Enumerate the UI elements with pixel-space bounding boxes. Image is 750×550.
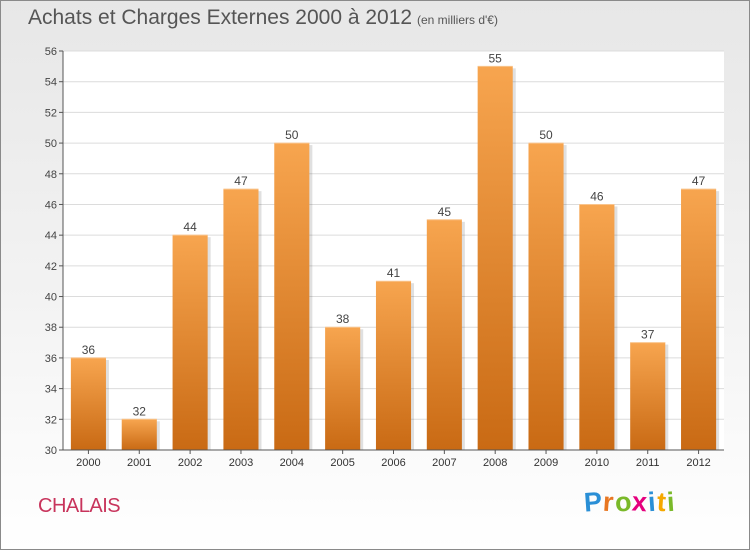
bar (70, 357, 106, 450)
x-tick-label: 2004 (280, 457, 304, 469)
data-label: 50 (285, 128, 299, 142)
bar (274, 143, 310, 451)
y-tick-label: 48 (45, 169, 57, 181)
y-tick-label: 50 (45, 138, 57, 150)
bar (426, 219, 462, 450)
y-tick-label: 56 (45, 46, 57, 58)
y-tick-label: 34 (45, 384, 57, 396)
x-tick-label: 2008 (483, 457, 507, 469)
y-tick-label: 44 (45, 230, 57, 242)
bar (325, 327, 361, 450)
x-tick-label: 2006 (381, 457, 405, 469)
bar (681, 189, 717, 450)
x-tick-label: 2007 (432, 457, 456, 469)
chart-subtitle: (en milliers d'€) (417, 13, 498, 27)
y-tick-label: 54 (45, 77, 57, 89)
x-tick-label: 2002 (178, 457, 202, 469)
data-label: 47 (692, 174, 706, 188)
data-label: 55 (489, 51, 503, 65)
x-tick-label: 2001 (127, 457, 151, 469)
data-label: 45 (438, 205, 452, 219)
bar (121, 419, 157, 450)
y-tick-label: 46 (45, 199, 57, 211)
y-tick-label: 32 (45, 414, 57, 426)
bar (375, 281, 412, 450)
x-tick-label: 2005 (330, 457, 354, 469)
data-label: 38 (336, 312, 350, 326)
bar (172, 235, 208, 450)
y-tick-label: 40 (45, 292, 57, 304)
data-label: 44 (183, 220, 197, 234)
proxiti-logo[interactable]: Proxiti (582, 486, 677, 518)
x-tick-label: 2011 (636, 457, 660, 469)
y-tick-label: 30 (45, 445, 57, 457)
y-tick-label: 36 (45, 353, 57, 365)
data-label: 37 (641, 328, 655, 342)
bar (223, 189, 259, 450)
x-tick-label: 2010 (585, 457, 609, 469)
bar (579, 204, 615, 450)
x-tick-label: 2009 (534, 457, 558, 469)
y-tick-label: 38 (45, 322, 57, 334)
bar (630, 342, 666, 450)
chart-title: Achats et Charges Externes 2000 à 2012 (28, 6, 413, 29)
x-tick-label: 2012 (686, 457, 710, 469)
y-tick-label: 52 (45, 107, 57, 119)
y-tick-label: 42 (45, 261, 57, 273)
data-label: 46 (590, 189, 604, 203)
data-label: 32 (133, 404, 147, 418)
logo-letter: P (582, 486, 605, 518)
data-label: 50 (539, 128, 553, 142)
logo-letter: i (665, 486, 677, 518)
x-tick-label: 2003 (229, 457, 253, 469)
bar (528, 143, 564, 451)
bar (477, 66, 513, 450)
data-label: 36 (82, 343, 96, 357)
x-tick-label: 2000 (76, 457, 100, 469)
data-label: 47 (234, 174, 248, 188)
data-label: 41 (387, 266, 401, 280)
commune-name: CHALAIS (38, 495, 121, 517)
